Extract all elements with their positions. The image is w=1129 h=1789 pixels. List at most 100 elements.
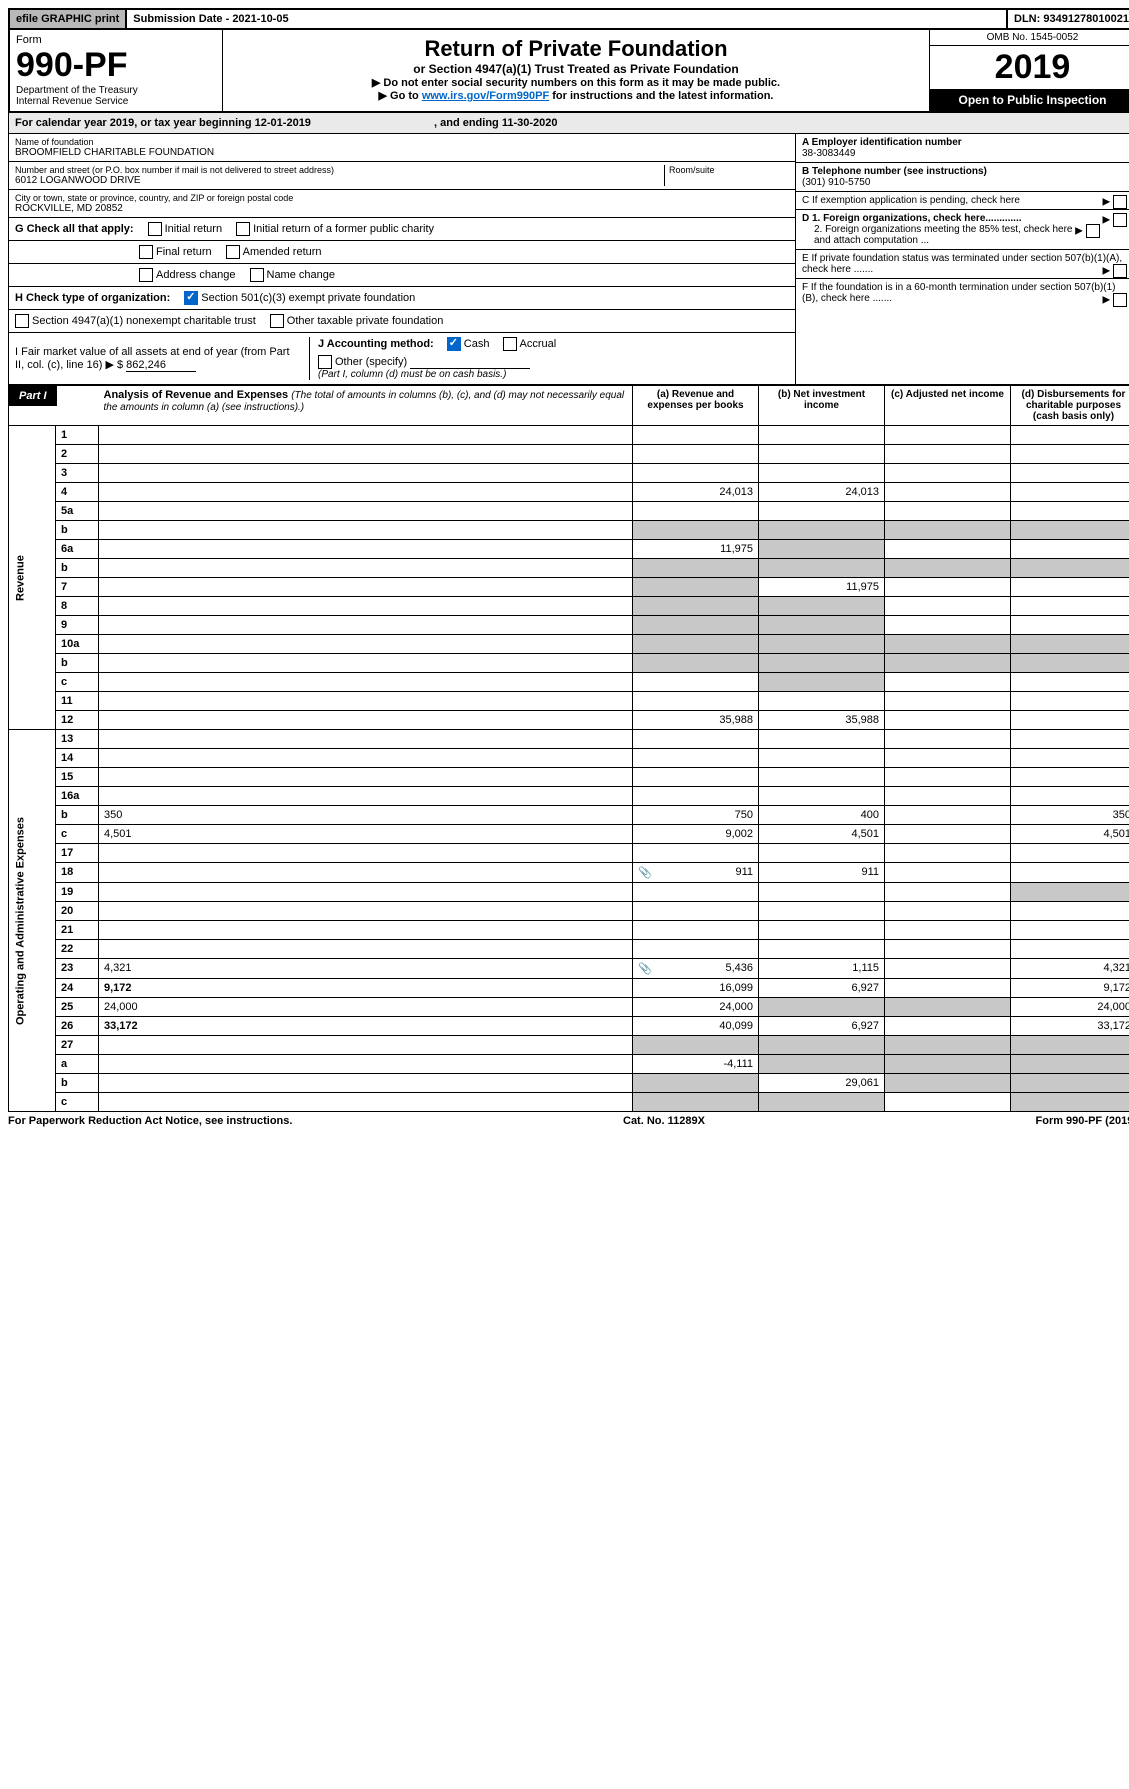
check-initial[interactable]: [148, 222, 162, 236]
cell-d: [1011, 787, 1129, 806]
cell-a: [633, 1074, 759, 1093]
cell-a: [633, 902, 759, 921]
footer: For Paperwork Reduction Act Notice, see …: [8, 1112, 1129, 1127]
cell-c: [885, 825, 1011, 844]
row-num: 2: [56, 445, 99, 464]
cell-d: [1011, 578, 1129, 597]
cell-d: [1011, 883, 1129, 902]
year: 2019: [930, 46, 1129, 89]
cell-c: [885, 749, 1011, 768]
check-amended[interactable]: [226, 245, 240, 259]
cell-d: [1011, 464, 1129, 483]
cell-b: 6,927: [759, 979, 885, 998]
check-f[interactable]: [1113, 293, 1127, 307]
check-c[interactable]: [1113, 195, 1127, 209]
addr-label: Number and street (or P.O. box number if…: [15, 165, 664, 175]
cell-c: [885, 635, 1011, 654]
dln: DLN: 93491278010021: [1008, 10, 1129, 28]
cell-d: [1011, 749, 1129, 768]
row-num: 16a: [56, 787, 99, 806]
footer-mid: Cat. No. 11289X: [623, 1115, 705, 1127]
row-desc: [99, 635, 633, 654]
cell-b: [759, 654, 885, 673]
check-name[interactable]: [250, 268, 264, 282]
header: Form 990-PF Department of the Treasury I…: [8, 30, 1129, 113]
fmv-value: 862,246: [126, 359, 196, 372]
cell-d: [1011, 521, 1129, 540]
col-c: (c) Adjusted net income: [885, 386, 1011, 426]
part1-table: Part I Analysis of Revenue and Expenses …: [8, 385, 1129, 1112]
row-num: 10a: [56, 635, 99, 654]
f-label: F If the foundation is in a 60-month ter…: [802, 282, 1116, 304]
row-desc: [99, 578, 633, 597]
cell-d: [1011, 502, 1129, 521]
cell-c: [885, 597, 1011, 616]
part1-title: Analysis of Revenue and Expenses: [104, 389, 289, 401]
cell-c: [885, 502, 1011, 521]
cell-c: [885, 521, 1011, 540]
row-num: 25: [56, 998, 99, 1017]
inspection-label: Open to Public Inspection: [930, 89, 1129, 111]
cell-a: [633, 445, 759, 464]
cell-d: [1011, 692, 1129, 711]
check-accrual[interactable]: [503, 337, 517, 351]
footer-left: For Paperwork Reduction Act Notice, see …: [8, 1115, 292, 1127]
check-d2[interactable]: [1086, 224, 1100, 238]
cell-a: [633, 673, 759, 692]
row-desc: [99, 940, 633, 959]
cell-a: 9,002: [633, 825, 759, 844]
check-e[interactable]: [1113, 264, 1127, 278]
cell-d: 9,172: [1011, 979, 1129, 998]
check-cash[interactable]: [447, 337, 461, 351]
row-num: 19: [56, 883, 99, 902]
cell-b: [759, 692, 885, 711]
check-501c3[interactable]: [184, 291, 198, 305]
cell-d: [1011, 483, 1129, 502]
cell-a: 📎5,436: [633, 959, 759, 979]
cell-a: [633, 692, 759, 711]
cell-c: [885, 1093, 1011, 1112]
check-other-tax[interactable]: [270, 314, 284, 328]
row-num: a: [56, 1055, 99, 1074]
row-num: b: [56, 559, 99, 578]
check-d1[interactable]: [1113, 213, 1127, 227]
cell-b: [759, 1093, 885, 1112]
cell-b: 24,013: [759, 483, 885, 502]
phone-label: B Telephone number (see instructions): [802, 166, 987, 177]
cell-c: [885, 921, 1011, 940]
row-num: 20: [56, 902, 99, 921]
cell-b: 6,927: [759, 1017, 885, 1036]
cell-b: [759, 616, 885, 635]
row-num: c: [56, 1093, 99, 1112]
address: 6012 LOGANWOOD DRIVE: [15, 175, 664, 186]
submission-date: Submission Date - 2021-10-05: [127, 10, 1008, 28]
row-num: 27: [56, 1036, 99, 1055]
row-desc: [99, 1036, 633, 1055]
row-desc: [99, 902, 633, 921]
row-num: 1: [56, 426, 99, 445]
row-num: 5a: [56, 502, 99, 521]
cell-b: [759, 445, 885, 464]
ein-label: A Employer identification number: [802, 137, 962, 148]
note-1: ▶ Do not enter social security numbers o…: [229, 76, 923, 89]
cell-b: [759, 787, 885, 806]
cell-c: [885, 1055, 1011, 1074]
cell-a: [633, 1093, 759, 1112]
cell-b: [759, 768, 885, 787]
cell-b: [759, 998, 885, 1017]
cell-a: 24,000: [633, 998, 759, 1017]
check-other-method[interactable]: [318, 355, 332, 369]
cell-d: [1011, 673, 1129, 692]
row-desc: [99, 654, 633, 673]
row-desc: [99, 692, 633, 711]
check-initial-former[interactable]: [236, 222, 250, 236]
cell-b: 1,115: [759, 959, 885, 979]
cell-b: [759, 502, 885, 521]
check-4947[interactable]: [15, 314, 29, 328]
check-final[interactable]: [139, 245, 153, 259]
row-desc: [99, 1093, 633, 1112]
cell-b: [759, 426, 885, 445]
form-link[interactable]: www.irs.gov/Form990PF: [422, 90, 549, 102]
check-address[interactable]: [139, 268, 153, 282]
cell-d: [1011, 540, 1129, 559]
